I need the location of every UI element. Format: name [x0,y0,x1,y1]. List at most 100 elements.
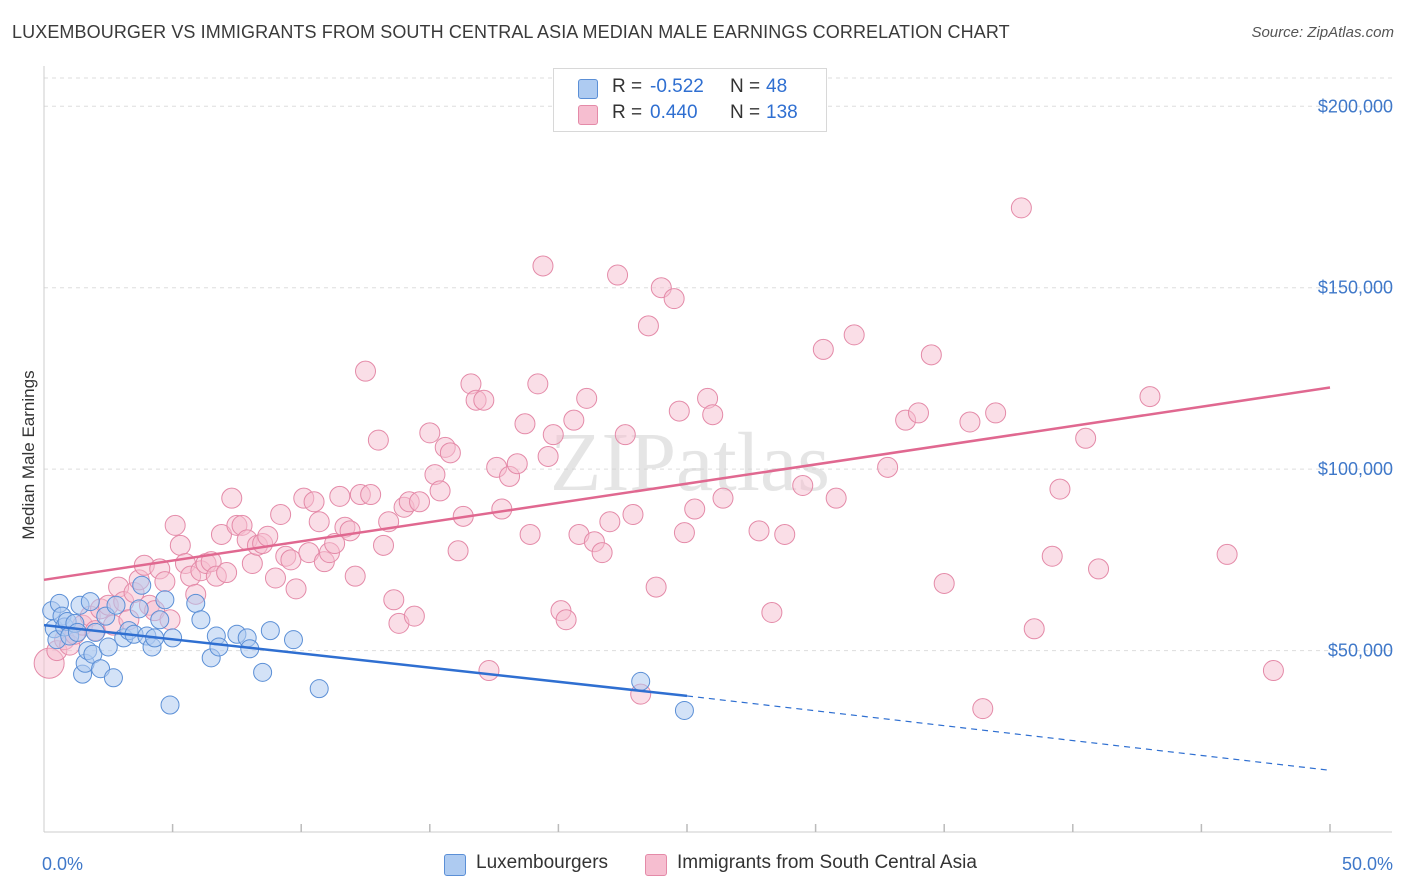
data-point-immigrants [702,404,724,426]
data-point-immigrants [270,504,292,525]
y-axis-tick-labels: $50,000 $100,000 $150,000 $200,000 [1318,96,1393,660]
series-immigrants-south-central-asia [33,197,1284,720]
data-point-immigrants [506,453,528,475]
data-point-immigrants [409,491,431,513]
data-point-immigrants [344,565,366,587]
legend-n-label: N = [730,76,761,97]
data-point-immigrants [367,429,389,451]
data-point-luxembourgers [160,695,180,715]
legend-swatch-pink [578,105,598,125]
data-point-immigrants [308,511,330,533]
data-point-immigrants [164,514,186,536]
data-point-immigrants [712,487,734,509]
data-point-luxembourgers [283,630,303,650]
data-point-immigrants [355,360,376,382]
data-point-immigrants [668,400,690,422]
y-tick-label: $50,000 [1328,641,1393,661]
data-point-immigrants [622,504,644,525]
data-point-immigrants [1262,660,1284,682]
trend-line-luxembourgers-extrapolated [686,695,1331,771]
data-point-immigrants [373,534,395,556]
data-point-luxembourgers [674,700,694,720]
chart-title: LUXEMBOURGER VS IMMIGRANTS FROM SOUTH CE… [12,22,1010,42]
data-point-immigrants [403,605,425,627]
y-axis-title: Median Male Earnings [19,370,38,539]
data-point-immigrants [169,534,191,556]
legend-n-value: 48 [766,76,788,97]
data-point-luxembourgers [103,668,123,688]
data-point-immigrants [264,567,286,589]
data-point-immigrants [843,324,865,346]
data-point-immigrants [673,522,695,544]
legend-swatch-pink [645,854,667,876]
data-point-immigrants [637,315,659,337]
chart-source: Source: ZipAtlas.com [1251,24,1394,41]
data-point-immigrants [599,511,621,533]
data-point-immigrants [1139,386,1161,408]
data-point-immigrants [907,402,929,424]
data-point-luxembourgers [260,621,280,641]
data-point-immigrants [663,288,685,310]
data-point-immigrants [761,601,783,623]
data-point-immigrants [1216,543,1238,565]
data-point-immigrants [1049,478,1071,500]
data-point-immigrants [383,589,405,611]
legend-r-label: R = [612,76,643,97]
data-point-luxembourgers [98,637,118,657]
data-point-immigrants [280,549,302,571]
correlation-legend: R = -0.522 N = 48 R = 0.440 N = 138 [553,68,827,132]
legend-r-value: -0.522 [650,76,704,97]
data-point-luxembourgers [191,610,211,630]
data-point-immigrants [1041,545,1063,567]
data-point-luxembourgers [186,593,206,613]
data-point-immigrants [877,456,899,478]
data-point-luxembourgers [91,659,111,679]
data-point-luxembourgers [253,662,273,682]
data-point-immigrants [920,344,942,366]
data-point-immigrants [324,533,346,555]
data-point-immigrants [532,255,554,277]
data-point-immigrants [614,424,636,446]
data-point-immigrants [303,491,325,513]
data-point-immigrants [285,578,307,600]
data-point-immigrants [329,485,351,507]
data-point-immigrants [473,389,495,411]
data-point-immigrants [447,540,469,562]
data-point-immigrants [339,520,361,542]
legend-swatch-blue [444,854,466,876]
data-point-immigrants [959,411,981,433]
data-point-immigrants [1010,197,1032,219]
data-point-immigrants [221,487,243,509]
x-axis-tick-labels: 0.0% 50.0% [42,854,1393,874]
data-point-immigrants [429,480,451,502]
data-point-immigrants [542,424,564,446]
data-point-luxembourgers [155,590,175,610]
data-point-immigrants [985,402,1007,424]
data-point-immigrants [257,525,279,547]
data-point-immigrants [792,474,814,496]
data-point-immigrants [555,609,577,631]
data-point-immigrants [576,387,598,409]
data-point-luxembourgers [631,671,651,691]
data-point-immigrants [563,409,585,431]
data-point-immigrants [478,660,500,682]
data-point-immigrants [419,422,441,444]
y-tick-label: $100,000 [1318,459,1393,479]
data-point-luxembourgers [132,575,152,595]
data-point-immigrants [774,523,796,545]
data-point-immigrants [298,542,320,564]
data-point-immigrants [1023,618,1045,640]
data-point-luxembourgers [209,637,229,657]
data-point-immigrants [1075,427,1097,449]
trend-lines [43,386,1331,771]
data-point-immigrants [645,576,667,598]
data-point-luxembourgers [150,610,170,630]
data-point-immigrants [684,498,706,520]
data-point-immigrants [210,523,232,545]
legend-n-label: N = [730,102,761,123]
data-point-immigrants [241,552,263,574]
data-point-luxembourgers [106,595,126,615]
y-tick-label: $150,000 [1318,278,1393,298]
trend-line-immigrants [43,386,1331,582]
data-point-luxembourgers [80,592,100,612]
